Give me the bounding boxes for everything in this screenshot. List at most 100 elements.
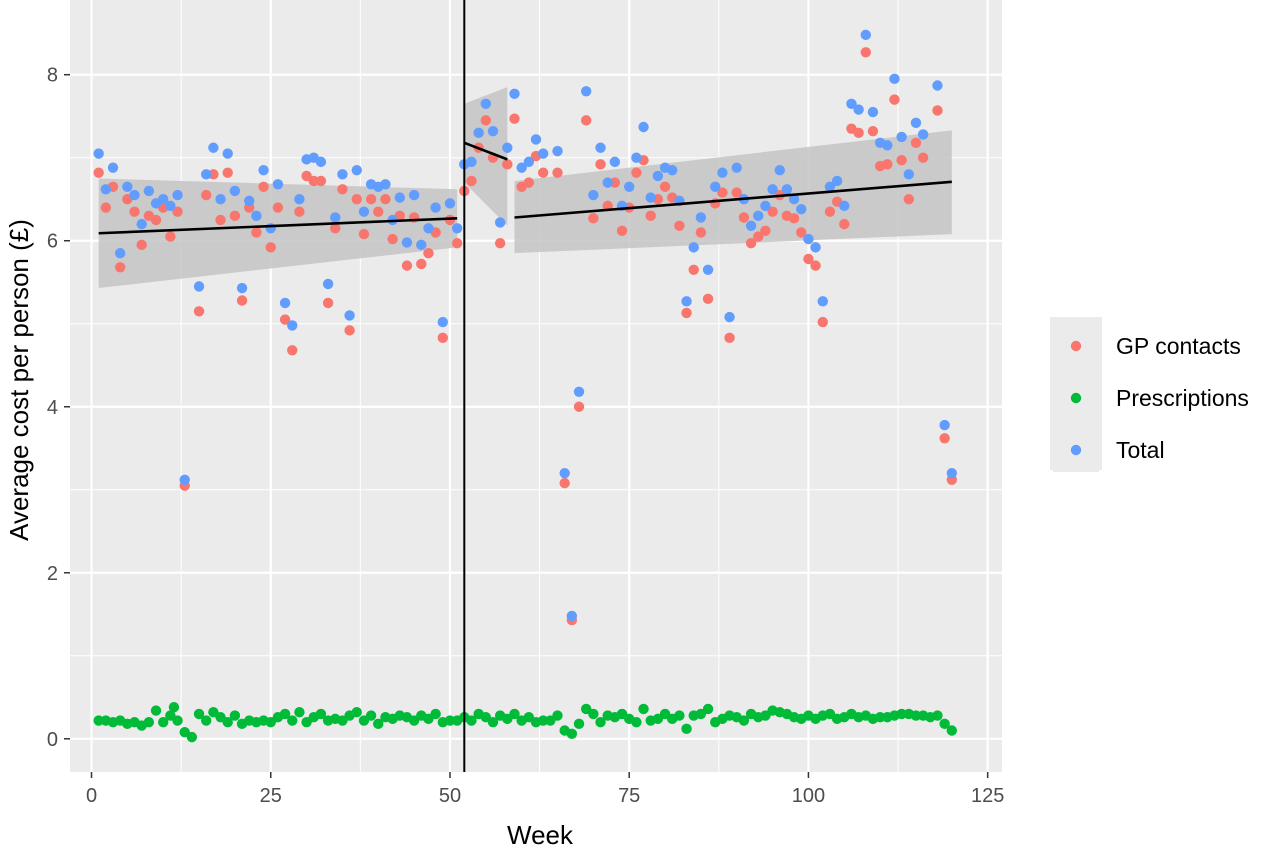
point-prescriptions [201,715,212,726]
point-gp-contacts [760,225,771,236]
point-total [251,210,262,222]
point-prescriptions [638,703,649,715]
point-total [129,189,140,201]
point-gp-contacts [150,214,162,226]
point-total [344,310,355,321]
point-total [294,194,305,205]
y-tick-label: 0 [47,729,58,751]
point-total [437,316,448,328]
point-total [803,233,814,245]
point-prescriptions [910,710,922,721]
point-total [731,162,742,173]
point-gp-contacts [580,115,592,126]
point-prescriptions [365,710,377,721]
point-gp-contacts [788,213,800,224]
point-gp-contacts [731,187,742,198]
confidence-ribbon [98,178,458,289]
point-total [480,98,492,109]
point-total [710,181,721,192]
point-gp-contacts [817,316,828,328]
point-prescriptions [552,710,563,721]
legend-label: Prescriptions [1116,385,1249,411]
point-gp-contacts [279,314,291,325]
point-total [494,217,506,228]
point-total [788,194,800,205]
point-total [236,282,248,294]
point-prescriptions [373,718,384,730]
point-gp-contacts [810,260,821,271]
point-prescriptions [631,716,642,728]
point-prescriptions [588,708,599,720]
point-gp-contacts [753,231,764,242]
point-total [652,170,664,182]
point-gp-contacts [451,238,463,249]
point-gp-contacts [796,227,807,238]
point-gp-contacts [315,175,327,187]
point-gp-contacts [236,295,248,306]
point-gp-contacts [616,225,628,236]
point-prescriptions [193,708,205,720]
point-gp-contacts [437,332,448,344]
point-prescriptions [351,707,362,718]
point-total [114,247,126,259]
point-prescriptions [509,708,520,720]
point-gp-contacts [208,169,219,180]
point-gp-contacts [573,401,585,412]
point-total [451,223,463,234]
point-total [136,218,147,230]
point-gp-contacts [322,297,334,309]
point-total [939,419,950,431]
point-prescriptions [874,712,886,723]
point-total [537,148,549,159]
point-prescriptions [168,702,180,713]
point-gp-contacts [910,137,922,148]
point-total [193,281,205,292]
point-total [932,80,943,91]
legend-key-dot [1070,392,1082,404]
legend-key-dot [1070,444,1082,456]
point-total [867,106,879,118]
point-gp-contacts [193,306,205,317]
data-points [93,29,958,743]
point-total [287,320,298,331]
point-gp-contacts [494,238,506,249]
point-gp-contacts [588,213,599,224]
point-total [745,220,757,231]
x-tick-label: 125 [971,785,1004,807]
point-prescriptions [674,710,685,721]
point-total [165,200,176,212]
point-gp-contacts [903,194,914,205]
point-total [530,134,542,145]
point-gp-contacts [882,159,893,170]
point-prescriptions [595,716,606,728]
point-total [330,212,341,223]
point-gp-contacts [609,177,621,188]
point-gp-contacts [258,181,269,192]
point-gp-contacts [939,433,950,444]
point-gp-contacts [93,167,104,178]
point-total [846,98,857,109]
point-prescriptions [279,708,291,720]
point-total [401,237,413,248]
point-gp-contacts [165,231,176,242]
point-total [444,198,456,209]
point-total [215,194,226,205]
point-prescriptions [158,716,169,728]
point-total [502,142,513,153]
point-total [817,296,828,307]
point-gp-contacts [136,239,147,251]
point-prescriptions [681,723,692,735]
point-prescriptions [939,718,950,730]
point-prescriptions [222,716,233,728]
y-axis-title: Average cost per person (£) [4,219,34,541]
point-gp-contacts [480,115,492,126]
point-prescriptions [315,708,327,720]
point-gp-contacts [645,210,656,222]
point-total [566,610,578,622]
point-gp-contacts [229,210,241,222]
point-gp-contacts [932,105,943,116]
point-gp-contacts [380,194,391,205]
point-gp-contacts [337,184,348,195]
point-total [860,29,871,41]
point-total [573,386,585,398]
